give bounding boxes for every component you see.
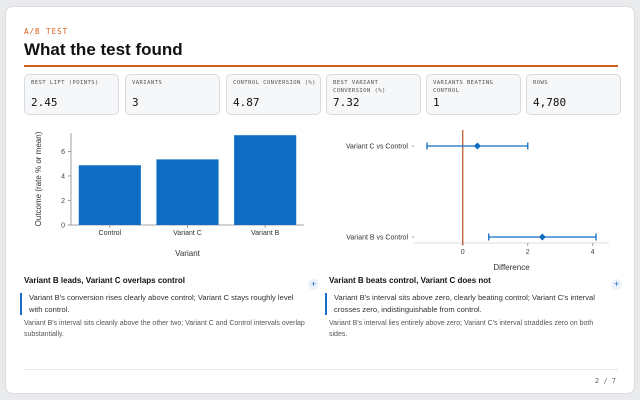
finding-accent-bar — [20, 293, 22, 315]
finding-accent-bar — [325, 293, 327, 315]
report-card: A/B TEST What the test found BEST LIFT (… — [5, 6, 635, 394]
finding-card-left: Variant B leads, Variant C overlaps cont… — [20, 273, 319, 353]
metric-label: VARIANTS — [132, 80, 163, 86]
y-tick-label: 6 — [61, 149, 65, 156]
finding-title: Variant B beats control, Variant C does … — [329, 276, 491, 285]
metric-card-variants: VARIANTS 3 — [125, 74, 220, 115]
metric-card-best-lift: BEST LIFT (POINTS) 2.45 — [24, 74, 119, 115]
metric-value: 3 — [132, 96, 139, 109]
x-tick-label: Control — [99, 230, 122, 237]
finding-title: Variant B leads, Variant C overlaps cont… — [24, 276, 185, 285]
y-tick-label: 2 — [61, 198, 65, 205]
metric-label: CONTROL CONVERSION (%) — [233, 80, 316, 86]
page-indicator: 2 / 7 — [594, 377, 616, 385]
finding-card-right: Variant B beats control, Variant C does … — [325, 273, 622, 353]
estimate-marker — [473, 142, 481, 150]
difference-forest-plot: 0 2 4 Variant C vs Control Variant B vs Cont… — [346, 130, 609, 272]
finding-detail: Variant B's interval sits cleanly above … — [24, 320, 305, 338]
y-tick-label: Variant C vs Control — [346, 144, 409, 151]
metric-value: 7.32 — [333, 96, 360, 109]
y-tick-label: 0 — [61, 223, 65, 230]
y-tick-label: Variant B vs Control — [346, 235, 408, 242]
metric-value: 4.87 — [233, 96, 260, 109]
x-tick-label: Variant B — [251, 230, 280, 237]
metric-label: ROWS — [533, 80, 549, 86]
x-tick-label: Variant C — [173, 230, 202, 237]
x-tick-label: 0 — [461, 249, 465, 256]
metric-value: 4,780 — [533, 96, 567, 109]
metric-card-variants-beating-control: VARIANTS BEATING CONTROL 1 — [426, 74, 521, 115]
finding-detail: Variant B's interval lies entirely above… — [329, 320, 594, 338]
metric-value: 1 — [433, 96, 440, 109]
footer-divider — [24, 369, 618, 370]
y-tick-label: 4 — [61, 173, 65, 180]
page-title: What the test found — [24, 40, 183, 59]
metric-card-best-variant-conversion: BEST VARIANT CONVERSION (%) 7.32 — [326, 74, 421, 115]
metric-label: BEST LIFT (POINTS) — [31, 80, 99, 86]
metric-card-control-conversion: CONTROL CONVERSION (%) 4.87 — [226, 74, 321, 115]
expand-plus-icon[interactable]: + — [611, 279, 622, 290]
x-tick-label: 2 — [526, 249, 530, 256]
bar-variant-c — [156, 159, 219, 225]
finding-summary: Variant B's interval sits above zero, cl… — [334, 293, 595, 314]
x-axis-label: Difference — [493, 263, 530, 272]
x-tick-label: 4 — [591, 249, 595, 256]
y-axis-label: Outcome (rate % or mean) — [34, 131, 43, 226]
expand-plus-icon[interactable]: + — [308, 279, 319, 290]
section-kicker: A/B TEST — [24, 27, 69, 36]
metric-cards: BEST LIFT (POINTS) 2.45 VARIANTS 3 CONTR… — [24, 74, 622, 115]
metric-card-rows: ROWS 4,780 — [526, 74, 621, 115]
finding-summary: Variant B's conversion rises clearly abo… — [29, 293, 294, 314]
bar-control — [78, 165, 141, 225]
outcome-bar-chart: 0 2 4 6 Control Variant C Variant B Variant Outc… — [34, 131, 304, 258]
estimate-marker — [538, 233, 546, 241]
metric-label: BEST VARIANT CONVERSION (%) — [333, 80, 386, 94]
title-divider — [24, 65, 618, 67]
bar-variant-b — [234, 135, 297, 225]
metric-value: 2.45 — [31, 96, 58, 109]
x-axis-label: Variant — [175, 249, 201, 258]
metric-label: VARIANTS BEATING CONTROL — [433, 80, 494, 94]
